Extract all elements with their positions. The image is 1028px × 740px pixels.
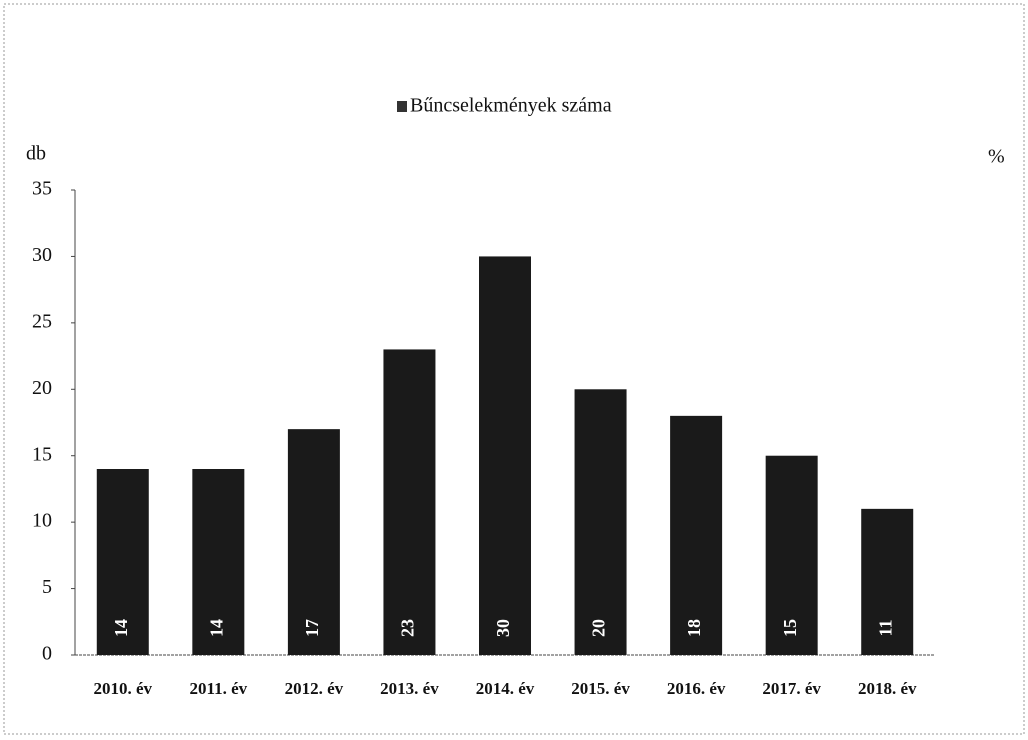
data-label: 15 [780, 619, 800, 637]
x-tick-label: 2014. év [476, 679, 535, 698]
bar [574, 389, 627, 655]
y-axis-label-right: % [988, 146, 1005, 168]
legend-label: Bűncselekmények száma [410, 95, 612, 117]
x-tick-label: 2016. év [667, 679, 726, 698]
bar [383, 349, 436, 655]
data-label: 18 [684, 619, 704, 637]
bar [765, 455, 818, 655]
bar [861, 508, 914, 655]
x-tick-label: 2018. év [858, 679, 917, 698]
legend-swatch [397, 101, 407, 112]
bar [96, 469, 149, 655]
bar [287, 429, 340, 655]
data-label: 20 [589, 619, 609, 637]
data-label: 14 [206, 619, 226, 637]
x-tick-label: 2017. év [762, 679, 821, 698]
y-tick-label: 20 [32, 377, 52, 399]
data-label: 17 [302, 619, 322, 637]
data-label: 14 [111, 619, 131, 637]
x-tick-label: 2011. év [190, 679, 248, 698]
data-label: 11 [875, 619, 895, 636]
bar [479, 256, 531, 655]
bar [670, 415, 723, 655]
y-tick-label: 35 [32, 178, 52, 200]
data-label: 23 [398, 619, 418, 637]
y-tick-label: 10 [32, 510, 52, 532]
data-label: 30 [493, 619, 513, 637]
y-tick-label: 5 [42, 576, 52, 598]
x-tick-label: 2012. év [285, 679, 344, 698]
x-tick-label: 2015. év [571, 679, 630, 698]
bar [192, 469, 245, 655]
y-tick-label: 30 [32, 244, 52, 266]
y-axis-label-left: db [26, 143, 46, 165]
x-tick-label: 2013. év [380, 679, 439, 698]
chart-frame [3, 3, 1025, 735]
y-tick-label: 15 [32, 443, 52, 465]
y-tick-label: 0 [42, 643, 52, 665]
x-tick-label: 2010. év [94, 679, 153, 698]
y-tick-label: 25 [32, 310, 52, 332]
